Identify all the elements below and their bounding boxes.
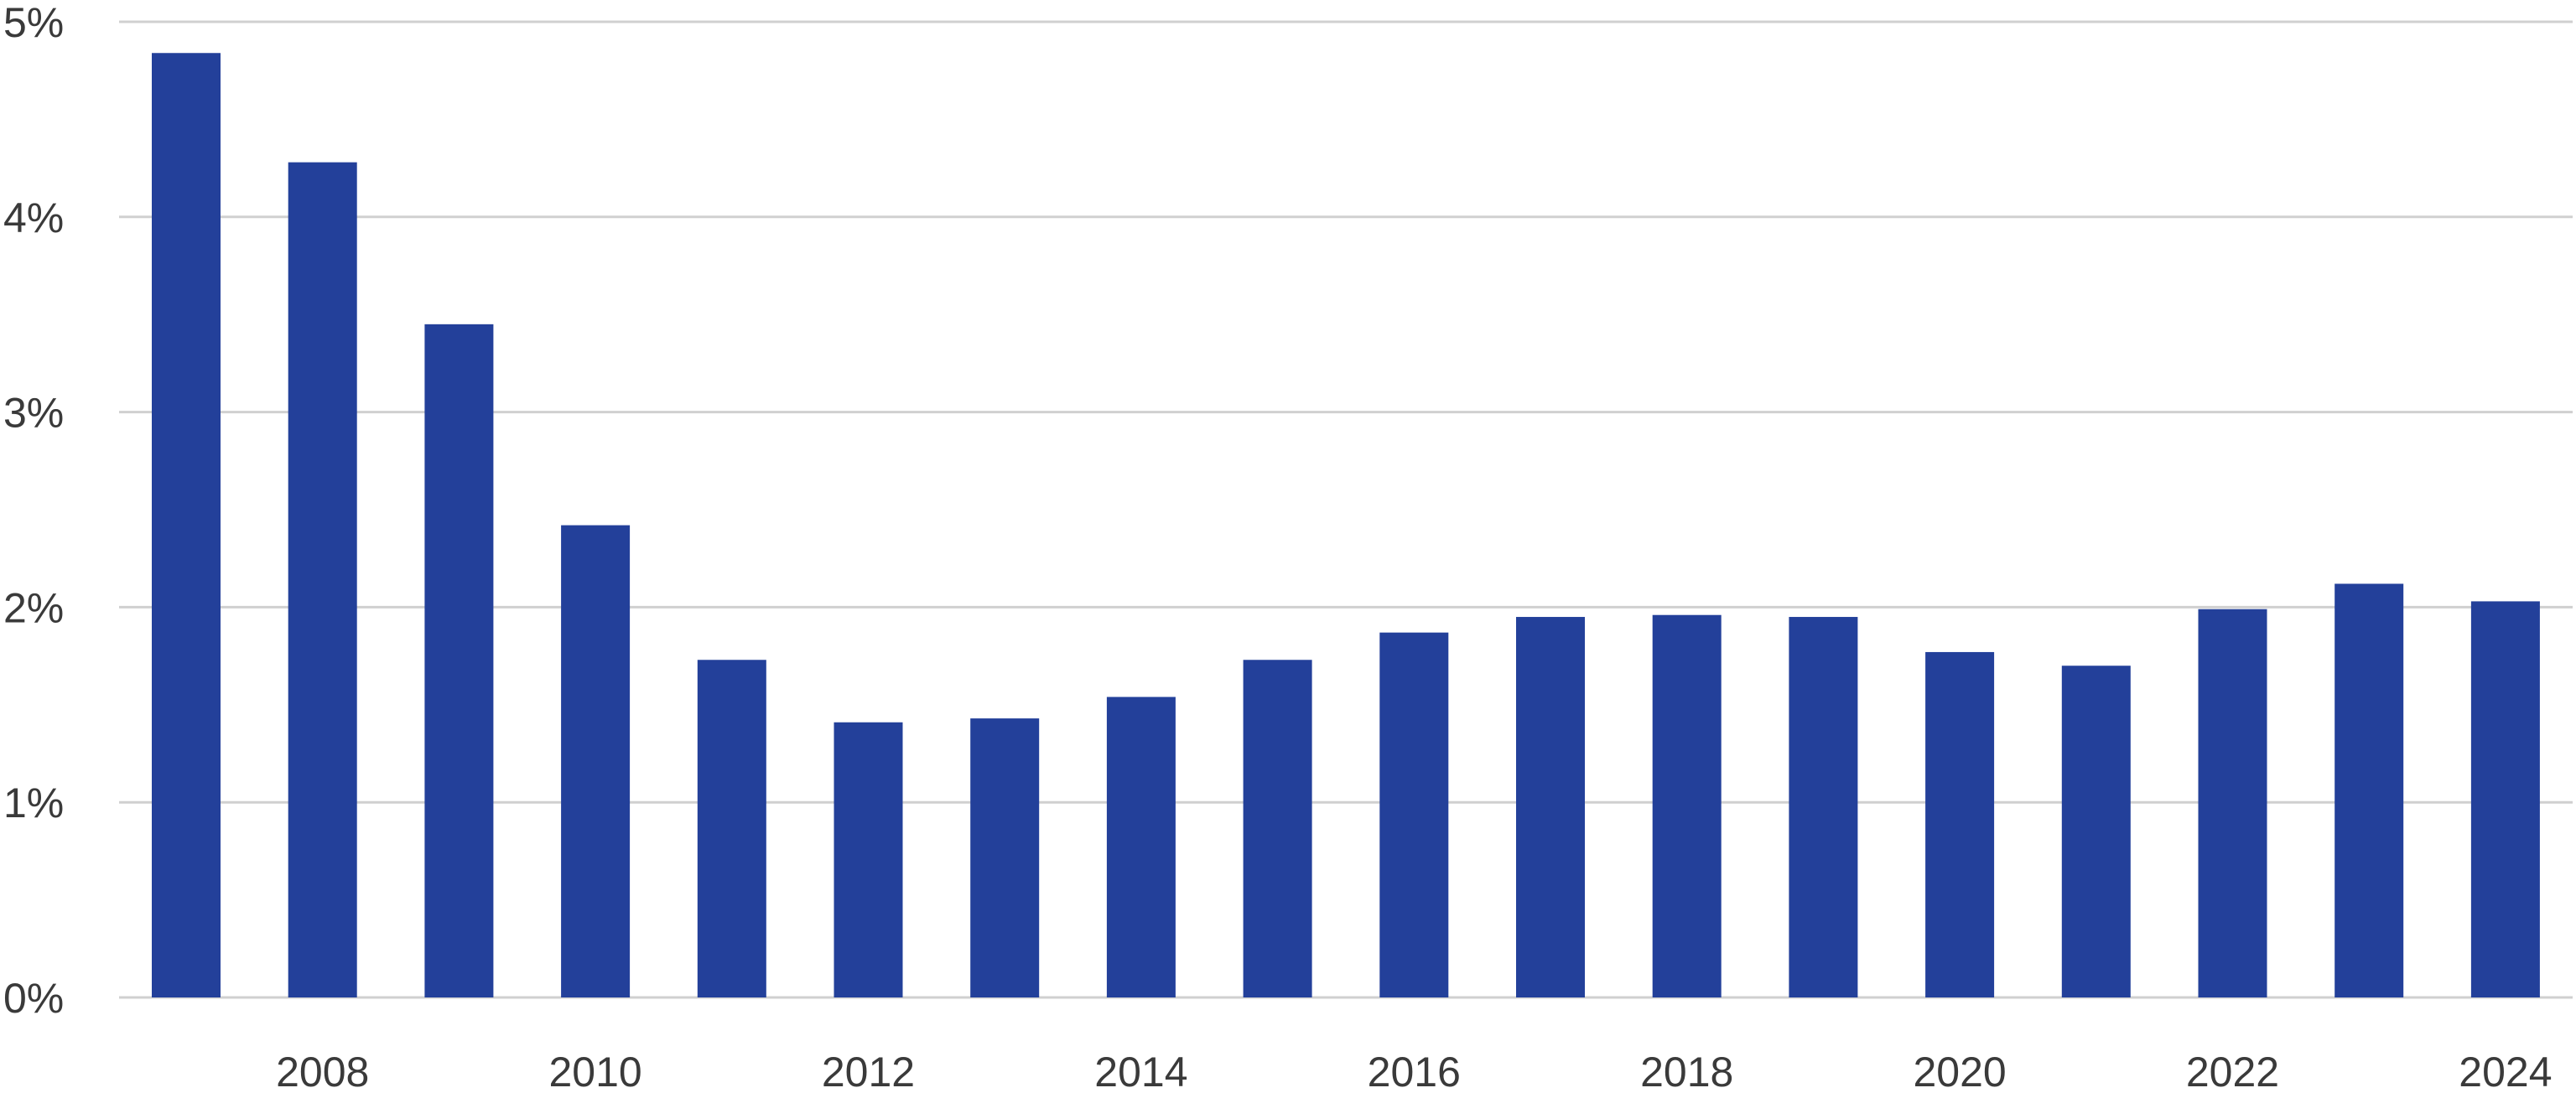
gridlines <box>119 20 2573 999</box>
bar-2017 <box>1516 617 1585 997</box>
bar-2023 <box>2334 583 2404 997</box>
y-tick-label: 4% <box>3 194 64 241</box>
bar-2016 <box>1379 632 1449 997</box>
x-tick-label: 2008 <box>276 1049 369 1093</box>
x-tick-label: 2020 <box>1913 1049 2006 1093</box>
y-tick-label: 0% <box>3 975 64 1022</box>
bar-2024 <box>2470 601 2540 997</box>
x-tick-label: 2018 <box>1640 1049 1733 1093</box>
bar-2009 <box>424 324 494 998</box>
bar-2013 <box>970 718 1040 997</box>
bar-2008 <box>288 162 357 998</box>
bar-2010 <box>561 525 631 997</box>
x-tick-label: 2016 <box>1368 1049 1461 1093</box>
y-tick-label: 3% <box>3 390 64 437</box>
x-axis-tick-labels: 2008 2010 2012 2014 2016 2018 2020 2022 2024 <box>276 1049 2552 1093</box>
y-axis-tick-labels: 0% 1% 2% 3% 4% 5% <box>3 0 64 1022</box>
x-tick-label: 2010 <box>548 1049 641 1093</box>
bar-2014 <box>1106 697 1176 997</box>
bar-2018 <box>1652 614 1722 997</box>
bar-2019 <box>1789 617 1858 997</box>
bar-2020 <box>1925 651 1995 997</box>
x-tick-label: 2024 <box>2459 1049 2552 1093</box>
bar-2022 <box>2198 609 2267 997</box>
bars <box>152 53 2540 998</box>
bar-2007 <box>152 53 221 997</box>
bar-2012 <box>834 722 903 997</box>
x-tick-label: 2012 <box>822 1049 915 1093</box>
y-tick-label: 5% <box>3 0 64 46</box>
bar-2015 <box>1243 660 1312 997</box>
bar-2011 <box>697 660 766 997</box>
y-tick-label: 2% <box>3 584 64 631</box>
bar-2021 <box>2061 666 2131 997</box>
x-tick-label: 2022 <box>2186 1049 2279 1093</box>
x-tick-label: 2014 <box>1094 1049 1187 1093</box>
y-tick-label: 1% <box>3 780 64 826</box>
